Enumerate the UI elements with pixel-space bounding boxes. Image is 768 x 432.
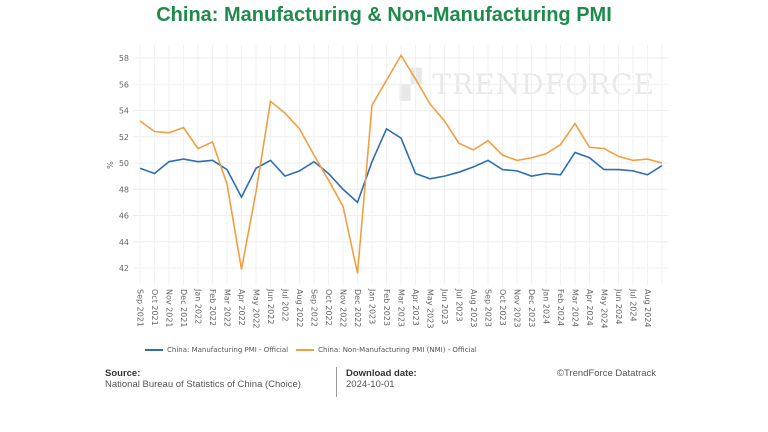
pmi-line-chart: 42 44 46 48 50 52 54 56 58 Sep 2021 Oct 2021 Nov 20… (106, 45, 668, 328)
legend-item-non-manufacturing[interactable]: China: Non-Manufacturing PMI (NMI) - Off… (296, 346, 477, 354)
source-block: Source: National Bureau of Statistics of… (105, 368, 301, 390)
y-tick-label: 46 (119, 212, 129, 221)
x-tick-label: Mar 2024 (571, 289, 580, 327)
y-tick-label: 42 (119, 264, 129, 273)
chart-title: China: Manufacturing & Non-Manufacturing… (156, 4, 612, 26)
x-tick-label: Apr 2023 (411, 289, 420, 326)
footer-divider (336, 367, 337, 397)
x-tick-label: Nov 2021 (165, 289, 174, 328)
x-tick-label: May 2024 (600, 289, 609, 328)
copyright: ©TrendForce Datatrack (557, 368, 657, 379)
download-label: Download date: (346, 368, 417, 379)
x-tick-label: Oct 2022 (324, 289, 333, 326)
x-tick-label: Mar 2023 (397, 289, 406, 327)
x-tick-label: Mar 2022 (223, 289, 232, 327)
download-block: Download date: 2024-10-01 (346, 368, 417, 390)
x-tick-label: Jan 2024 (542, 288, 551, 324)
x-tick-label: Jun 2022 (266, 288, 275, 324)
x-tick-label: Dec 2023 (527, 289, 536, 327)
x-tick-label: Dec 2022 (353, 289, 362, 327)
source-value: National Bureau of Statistics of China (… (105, 379, 301, 390)
x-tick-label: Nov 2022 (339, 289, 348, 328)
y-tick-label: 44 (119, 238, 129, 247)
legend: China: Manufacturing PMI - Official Chin… (145, 346, 477, 354)
x-tick-label: Jun 2024 (614, 288, 623, 324)
x-tick-label: Aug 2023 (469, 289, 478, 328)
x-tick-label: Oct 2023 (498, 289, 507, 326)
y-axis-label: % (106, 161, 115, 169)
x-tick-label: Jan 2023 (368, 288, 377, 324)
x-tick-label: Oct 2021 (150, 289, 159, 326)
download-value: 2024-10-01 (346, 379, 395, 390)
x-tick-label: Apr 2024 (585, 289, 594, 326)
x-tick-label: Jan 2022 (194, 288, 203, 324)
x-tick-label: Feb 2024 (556, 289, 565, 326)
x-tick-label: Sep 2021 (136, 289, 145, 327)
x-tick-label: Dec 2021 (179, 289, 188, 327)
x-tick-label: May 2023 (426, 289, 435, 328)
x-tick-label: Jul 2024 (629, 288, 638, 322)
y-tick-label: 56 (119, 80, 129, 89)
x-tick-label: May 2022 (252, 289, 261, 328)
y-tick-label: 54 (119, 107, 129, 116)
x-tick-label: Nov 2023 (513, 289, 522, 328)
x-tick-label: Jul 2023 (455, 288, 464, 322)
y-tick-label: 52 (119, 133, 129, 142)
x-tick-label: Aug 2022 (295, 289, 304, 328)
y-tick-label: 50 (119, 159, 129, 168)
x-tick-label: Feb 2022 (208, 289, 217, 326)
x-tick-label: Apr 2022 (237, 289, 246, 326)
x-tick-label: Feb 2023 (382, 289, 391, 326)
source-label: Source: (105, 368, 141, 379)
x-tick-label: Jun 2023 (440, 288, 449, 324)
x-tick-label: Sep 2022 (310, 289, 319, 327)
legend-item-manufacturing[interactable]: China: Manufacturing PMI - Official (145, 346, 288, 354)
x-tick-label: Jul 2022 (281, 288, 290, 322)
x-tick-label: Sep 2023 (484, 289, 493, 327)
y-tick-label: 58 (119, 54, 129, 63)
y-tick-label: 48 (119, 185, 129, 194)
x-tick-label: Aug 2024 (643, 289, 652, 328)
